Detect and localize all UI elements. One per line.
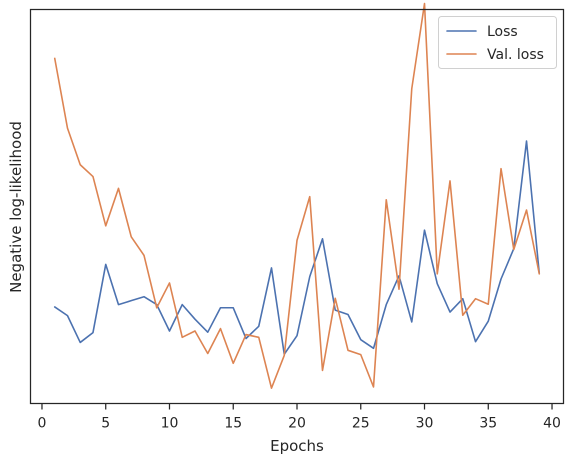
series-line-val-loss bbox=[53, 2, 541, 389]
x-tick-label-10: 10 bbox=[161, 416, 179, 432]
x-tick-label-35: 35 bbox=[479, 416, 497, 432]
legend: Loss Val. loss bbox=[438, 16, 557, 69]
x-tick-label-30: 30 bbox=[416, 416, 434, 432]
legend-label-loss: Loss bbox=[487, 24, 518, 40]
x-tick-label-20: 20 bbox=[288, 416, 306, 432]
x-axis-ticks: 0 5 10 15 20 25 30 35 40 bbox=[38, 403, 561, 432]
x-axis-label: Epochs bbox=[270, 437, 324, 455]
legend-box bbox=[438, 16, 557, 69]
x-tick-label-0: 0 bbox=[38, 416, 47, 432]
plot-marks bbox=[53, 2, 541, 389]
x-tick-label-15: 15 bbox=[224, 416, 242, 432]
x-tick-label-40: 40 bbox=[543, 416, 561, 432]
y-axis-label: Negative log-likelihood bbox=[7, 121, 25, 293]
x-tick-label-25: 25 bbox=[352, 416, 370, 432]
legend-label-val-loss: Val. loss bbox=[487, 47, 544, 63]
series-line-loss bbox=[53, 140, 541, 356]
x-tick-label-5: 5 bbox=[101, 416, 110, 432]
